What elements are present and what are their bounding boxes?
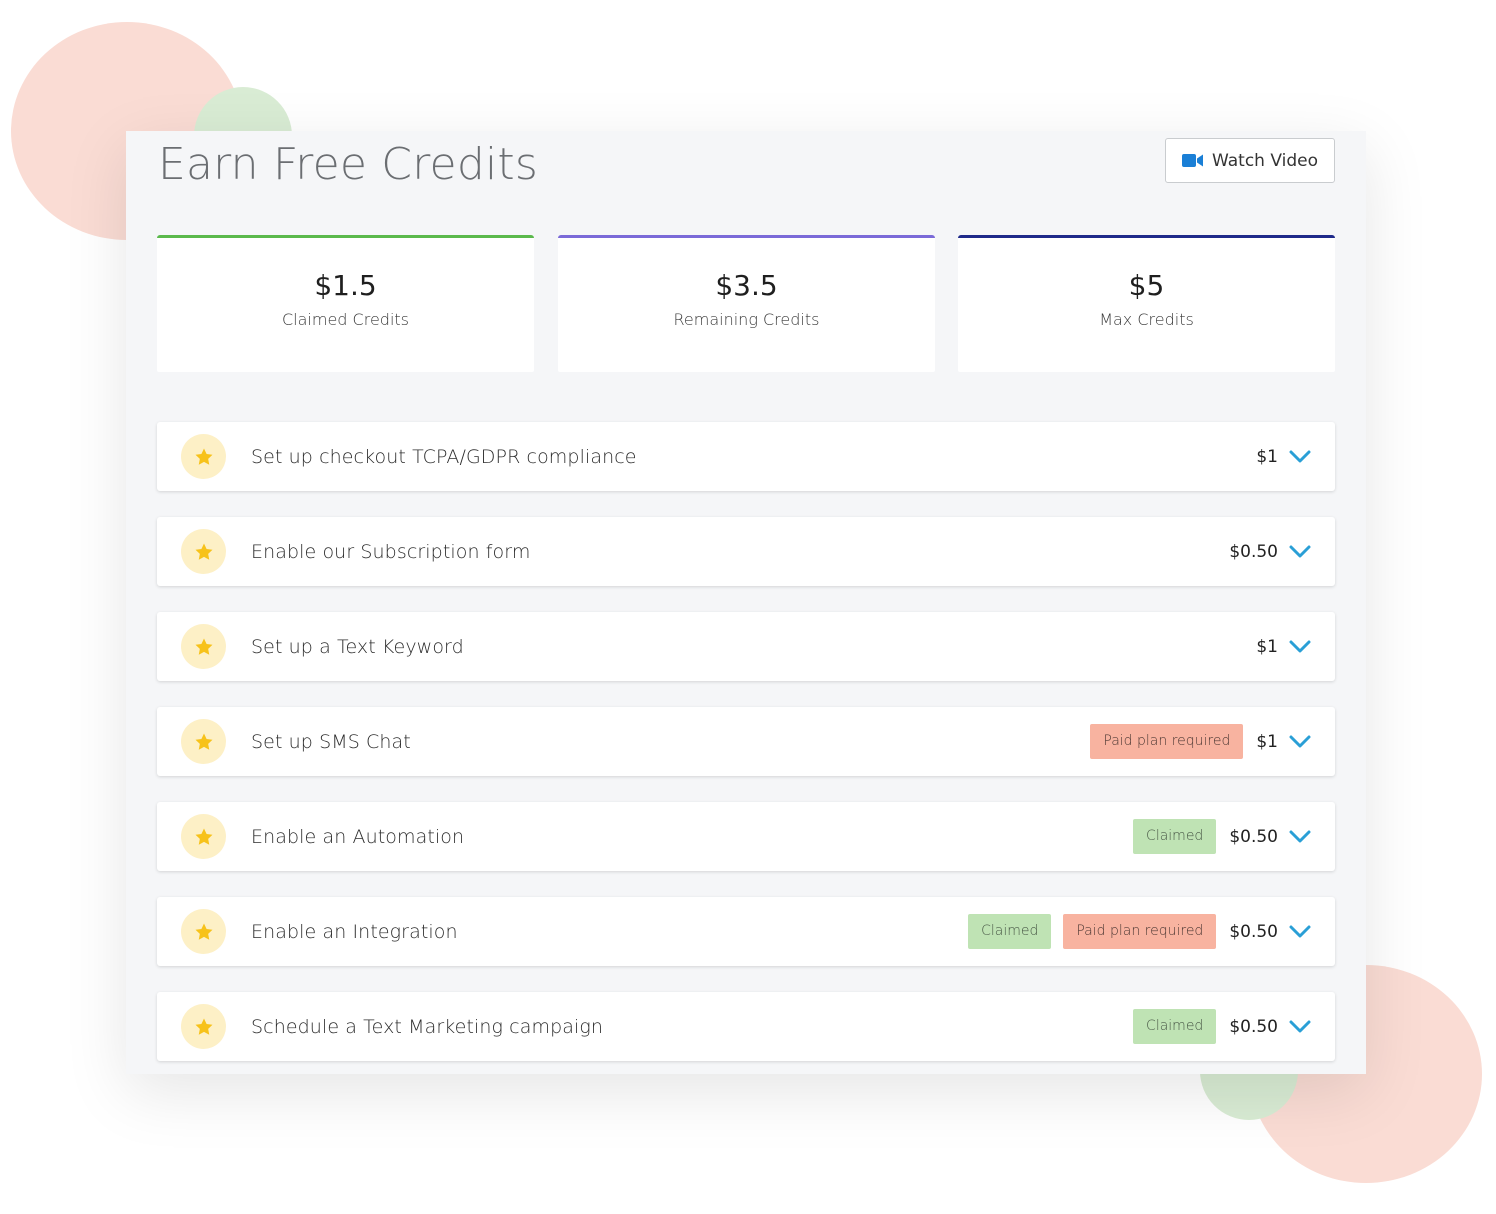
claimed-credits-value: $1.5 bbox=[314, 269, 377, 302]
task-amount: $1 bbox=[1256, 636, 1278, 657]
star-icon bbox=[195, 638, 212, 655]
task-title: Enable an Automation bbox=[251, 825, 465, 848]
watch-video-button[interactable]: Watch Video bbox=[1165, 138, 1335, 183]
task-amount: $0.50 bbox=[1229, 921, 1278, 942]
star-badge bbox=[181, 719, 226, 764]
star-icon bbox=[195, 448, 212, 465]
task-list: Set up checkout TCPA/GDPR compliance $1 … bbox=[157, 422, 1335, 1087]
task-item-subscription-form[interactable]: Enable our Subscription form $0.50 bbox=[157, 517, 1335, 586]
watch-video-label: Watch Video bbox=[1212, 150, 1318, 171]
task-amount: $1 bbox=[1256, 731, 1278, 752]
task-meta: $0.50 bbox=[1228, 542, 1311, 562]
task-title: Set up checkout TCPA/GDPR compliance bbox=[251, 445, 637, 468]
chevron-down-icon[interactable] bbox=[1289, 545, 1311, 559]
claimed-badge: Claimed bbox=[1133, 1009, 1217, 1044]
star-badge bbox=[181, 1004, 226, 1049]
paid-plan-badge: Paid plan required bbox=[1063, 914, 1217, 949]
claimed-credits-card: $1.5 Claimed Credits bbox=[157, 235, 534, 372]
task-item-integration[interactable]: Enable an Integration Claimed Paid plan … bbox=[157, 897, 1335, 966]
star-icon bbox=[195, 923, 212, 940]
star-badge bbox=[181, 434, 226, 479]
task-item-text-keyword[interactable]: Set up a Text Keyword $1 bbox=[157, 612, 1335, 681]
max-credits-value: $5 bbox=[1128, 269, 1165, 302]
task-meta: Paid plan required $1 bbox=[1090, 724, 1311, 759]
task-meta: $1 bbox=[1255, 637, 1311, 657]
chevron-down-icon[interactable] bbox=[1289, 735, 1311, 749]
task-item-text-marketing-campaign[interactable]: Schedule a Text Marketing campaign Claim… bbox=[157, 992, 1335, 1061]
star-icon bbox=[195, 828, 212, 845]
max-credits-label: Max Credits bbox=[1099, 310, 1194, 329]
task-meta: Claimed $0.50 bbox=[1133, 1009, 1311, 1044]
task-meta: Claimed Paid plan required $0.50 bbox=[968, 914, 1311, 949]
star-badge bbox=[181, 814, 226, 859]
task-amount: $0.50 bbox=[1229, 826, 1278, 847]
remaining-credits-label: Remaining Credits bbox=[673, 310, 820, 329]
task-title: Schedule a Text Marketing campaign bbox=[251, 1015, 603, 1038]
task-title: Set up a Text Keyword bbox=[251, 635, 464, 658]
task-title: Enable our Subscription form bbox=[251, 540, 531, 563]
chevron-down-icon[interactable] bbox=[1289, 1020, 1311, 1034]
earn-credits-panel: Earn Free Credits Watch Video $1.5 Claim… bbox=[126, 131, 1366, 1074]
star-badge bbox=[181, 909, 226, 954]
paid-plan-badge: Paid plan required bbox=[1090, 724, 1244, 759]
task-meta: $1 bbox=[1255, 447, 1311, 467]
task-item-automation[interactable]: Enable an Automation Claimed $0.50 bbox=[157, 802, 1335, 871]
task-item-sms-chat[interactable]: Set up SMS Chat Paid plan required $1 bbox=[157, 707, 1335, 776]
chevron-down-icon[interactable] bbox=[1289, 450, 1311, 464]
star-icon bbox=[195, 733, 212, 750]
task-title: Set up SMS Chat bbox=[251, 730, 411, 753]
task-meta: Claimed $0.50 bbox=[1133, 819, 1311, 854]
remaining-credits-card: $3.5 Remaining Credits bbox=[558, 235, 935, 372]
page-title: Earn Free Credits bbox=[158, 139, 538, 190]
task-amount: $0.50 bbox=[1229, 541, 1278, 562]
task-amount: $1 bbox=[1256, 446, 1278, 467]
task-title: Enable an Integration bbox=[251, 920, 458, 943]
chevron-down-icon[interactable] bbox=[1289, 640, 1311, 654]
chevron-down-icon[interactable] bbox=[1289, 830, 1311, 844]
task-item-tcpa-gdpr[interactable]: Set up checkout TCPA/GDPR compliance $1 bbox=[157, 422, 1335, 491]
chevron-down-icon[interactable] bbox=[1289, 925, 1311, 939]
star-icon bbox=[195, 1018, 212, 1035]
video-camera-icon bbox=[1182, 154, 1204, 167]
claimed-badge: Claimed bbox=[1133, 819, 1217, 854]
star-icon bbox=[195, 543, 212, 560]
claimed-credits-label: Claimed Credits bbox=[282, 310, 409, 329]
star-badge bbox=[181, 529, 226, 574]
star-badge bbox=[181, 624, 226, 669]
max-credits-card: $5 Max Credits bbox=[958, 235, 1335, 372]
task-amount: $0.50 bbox=[1229, 1016, 1278, 1037]
claimed-badge: Claimed bbox=[968, 914, 1052, 949]
remaining-credits-value: $3.5 bbox=[715, 269, 778, 302]
